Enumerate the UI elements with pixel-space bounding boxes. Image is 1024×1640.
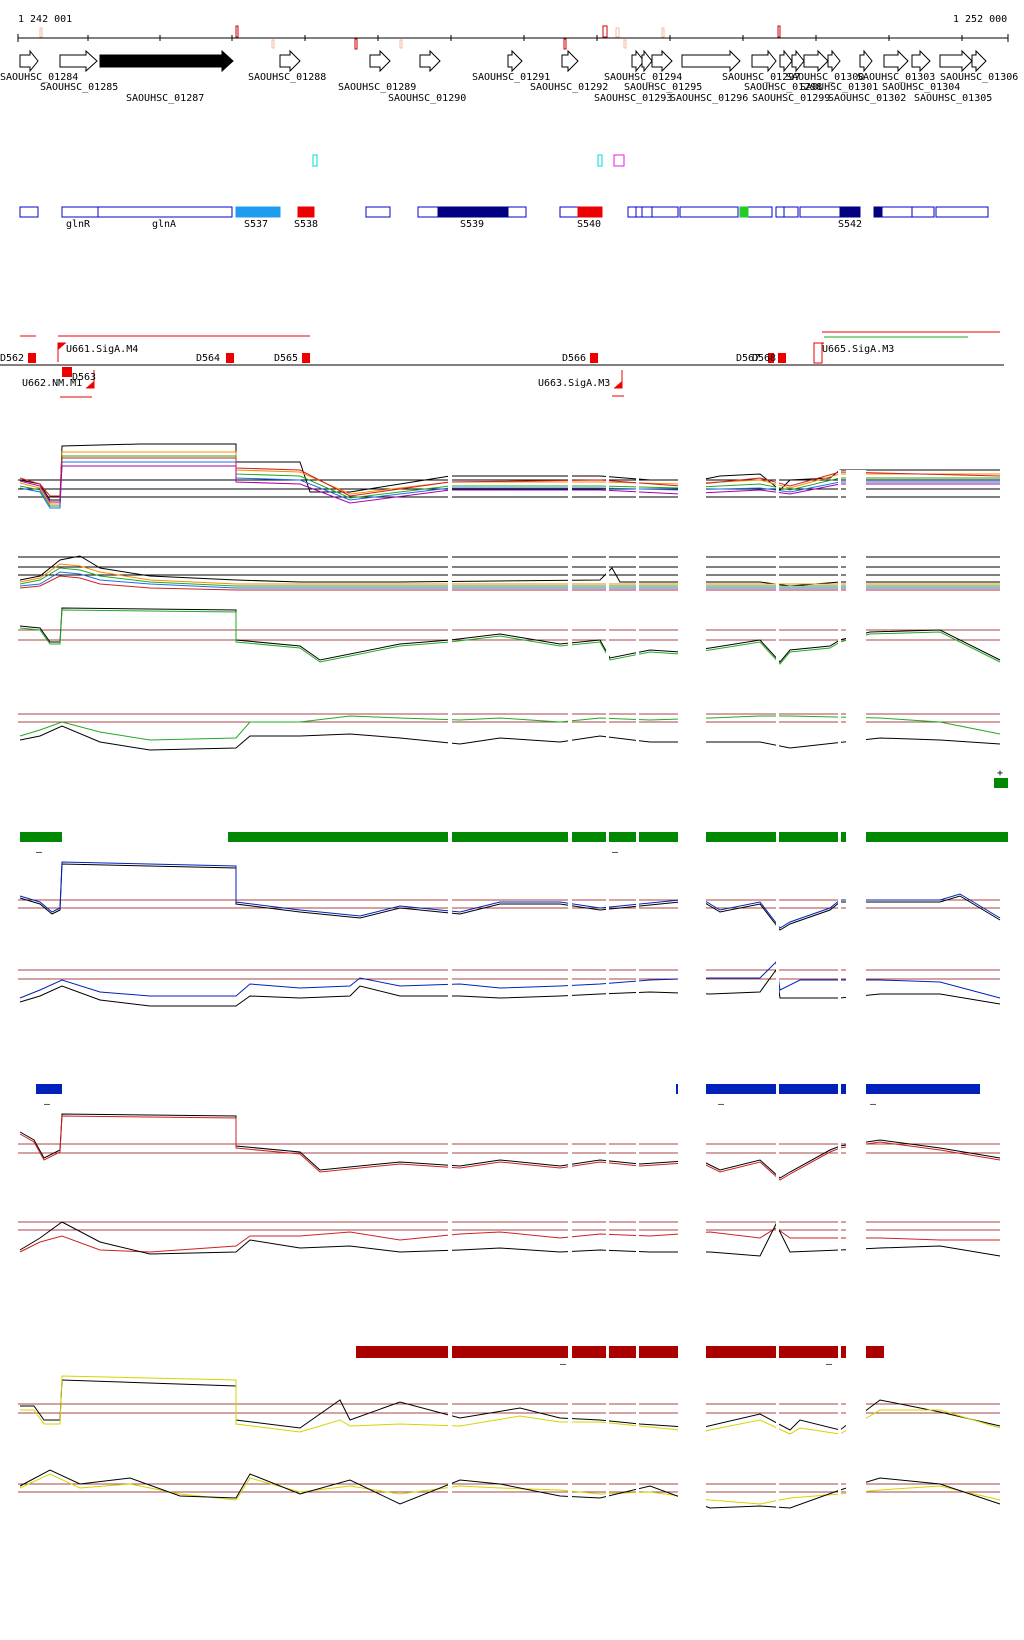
promoter-label: D562 <box>0 353 24 364</box>
promoter-label: U663.SigA.M3 <box>538 378 610 389</box>
axis-start-label: 1 242 001 <box>18 14 72 25</box>
expression-track-overlay-1 <box>18 443 1001 509</box>
gene-label: SAOUHSC_01306 <box>940 72 1018 83</box>
gene-label: SAOUHSC_01301 <box>800 82 878 93</box>
expression-track-sense-red <box>18 1113 1001 1181</box>
gene-arrow <box>681 49 741 73</box>
gene-label: SAOUHSC_01299 <box>752 93 830 104</box>
promoter-label: D566 <box>562 353 586 364</box>
gene-arrow <box>859 49 873 73</box>
gene-arrow <box>59 49 98 73</box>
strand-minus-mark: – <box>870 1099 877 1110</box>
strand-minus-mark: – <box>718 1099 725 1110</box>
gene-arrow <box>631 49 645 73</box>
expression-track-antisense-blue <box>18 960 1001 1007</box>
gene-arrow <box>779 49 793 73</box>
strand-minus-mark: – <box>826 1359 833 1370</box>
gene-labels: SAOUHSC_01284 SAOUHSC_01288 SAOUHSC_0129… <box>0 72 1018 104</box>
promoter-label: D565 <box>274 353 298 364</box>
gene-arrow <box>803 49 829 73</box>
gene-arrow <box>939 49 973 73</box>
transcript-segment-track: glnR glnA S537 S538 S539 S540 S542 <box>19 206 989 230</box>
coverage-gaps <box>448 470 866 1530</box>
strand-bar-green: + – – <box>20 768 1008 858</box>
expression-track-sense-green <box>18 607 1001 665</box>
gene-arrow <box>971 49 987 73</box>
strand-minus-mark: – <box>612 847 619 858</box>
gene-label: SAOUHSC_01287 <box>126 93 204 104</box>
strand-minus-mark: – <box>560 1359 567 1370</box>
gene-label: SAOUHSC_01289 <box>338 82 416 93</box>
promoter-label: D564 <box>196 353 220 364</box>
gene-arrow <box>641 49 653 73</box>
expression-track-antisense-green <box>18 713 1001 751</box>
gene-label: SAOUHSC_01294 <box>604 72 682 83</box>
gene-arrow <box>651 49 673 73</box>
gene-arrow <box>561 49 579 73</box>
gene-arrow <box>419 49 441 73</box>
gene-arrow <box>791 49 805 73</box>
expression-track-antisense-red <box>18 1221 1001 1257</box>
segment-label: S542 <box>838 219 862 230</box>
segment-label: glnA <box>152 219 176 230</box>
gene-arrow <box>751 49 777 73</box>
strand-minus-mark: – <box>36 847 43 858</box>
gene-arrow <box>883 49 909 73</box>
gene-arrow-highlighted <box>99 49 234 73</box>
gene-arrow <box>19 49 39 73</box>
strand-bar-dark-red: – – <box>356 1346 884 1370</box>
expression-track-antisense-yellow <box>18 1469 1001 1509</box>
gene-label: SAOUHSC_01293 <box>594 93 672 104</box>
gene-label: SAOUHSC_01295 <box>624 82 702 93</box>
gene-label: SAOUHSC_01304 <box>882 82 960 93</box>
segment-label: S537 <box>244 219 268 230</box>
strand-bar-blue: – – – <box>36 1084 980 1110</box>
expression-track-overlay-2 <box>18 555 1000 591</box>
gene-label: SAOUHSC_01303 <box>857 72 935 83</box>
gene-label: SAOUHSC_01285 <box>40 82 118 93</box>
segment-label: glnR <box>66 219 91 230</box>
gene-label: SAOUHSC_01300 <box>786 72 864 83</box>
gene-label: SAOUHSC_01291 <box>472 72 550 83</box>
gene-label: SAOUHSC_01292 <box>530 82 608 93</box>
gene-label: SAOUHSC_01297 <box>722 72 800 83</box>
promoter-label: U662.NM.M1 <box>22 378 82 389</box>
gene-label: SAOUHSC_01302 <box>828 93 906 104</box>
axis-end-label: 1 252 000 <box>953 14 1007 25</box>
strand-plus-mark: + <box>997 768 1003 779</box>
promoter-track: U661.SigA.M4 D562 D563 D564 D565 U662.NM… <box>0 331 1004 398</box>
gene-label: SAOUHSC_01290 <box>388 93 466 104</box>
coordinate-ruler: 1 242 001 1 252 000 <box>17 14 1009 50</box>
gene-arrow <box>911 49 931 73</box>
gene-arrow <box>507 49 523 73</box>
promoter-label: U661.SigA.M4 <box>66 344 138 355</box>
gene-label: SAOUHSC_01288 <box>248 72 326 83</box>
segment-label: S540 <box>577 219 601 230</box>
gene-arrow <box>827 49 841 73</box>
gene-label: SAOUHSC_01298 <box>744 82 822 93</box>
gene-annotation-track <box>19 49 987 73</box>
promoter-label: D568 <box>752 353 776 364</box>
gene-arrow <box>369 49 391 73</box>
expression-track-sense-yellow <box>18 1375 1001 1435</box>
strand-minus-mark: – <box>44 1099 51 1110</box>
gene-label: SAOUHSC_01296 <box>670 93 748 104</box>
promoter-label: U665.SigA.M3 <box>822 344 894 355</box>
segment-label: S538 <box>294 219 318 230</box>
promoter-label: D567 <box>736 353 760 364</box>
small-feature-markers <box>312 154 625 167</box>
gene-label: SAOUHSC_01284 <box>0 72 78 83</box>
segment-label: S539 <box>460 219 484 230</box>
gene-label: SAOUHSC_01305 <box>914 93 992 104</box>
gene-arrow <box>279 49 301 73</box>
promoter-label: D563 <box>72 372 96 383</box>
